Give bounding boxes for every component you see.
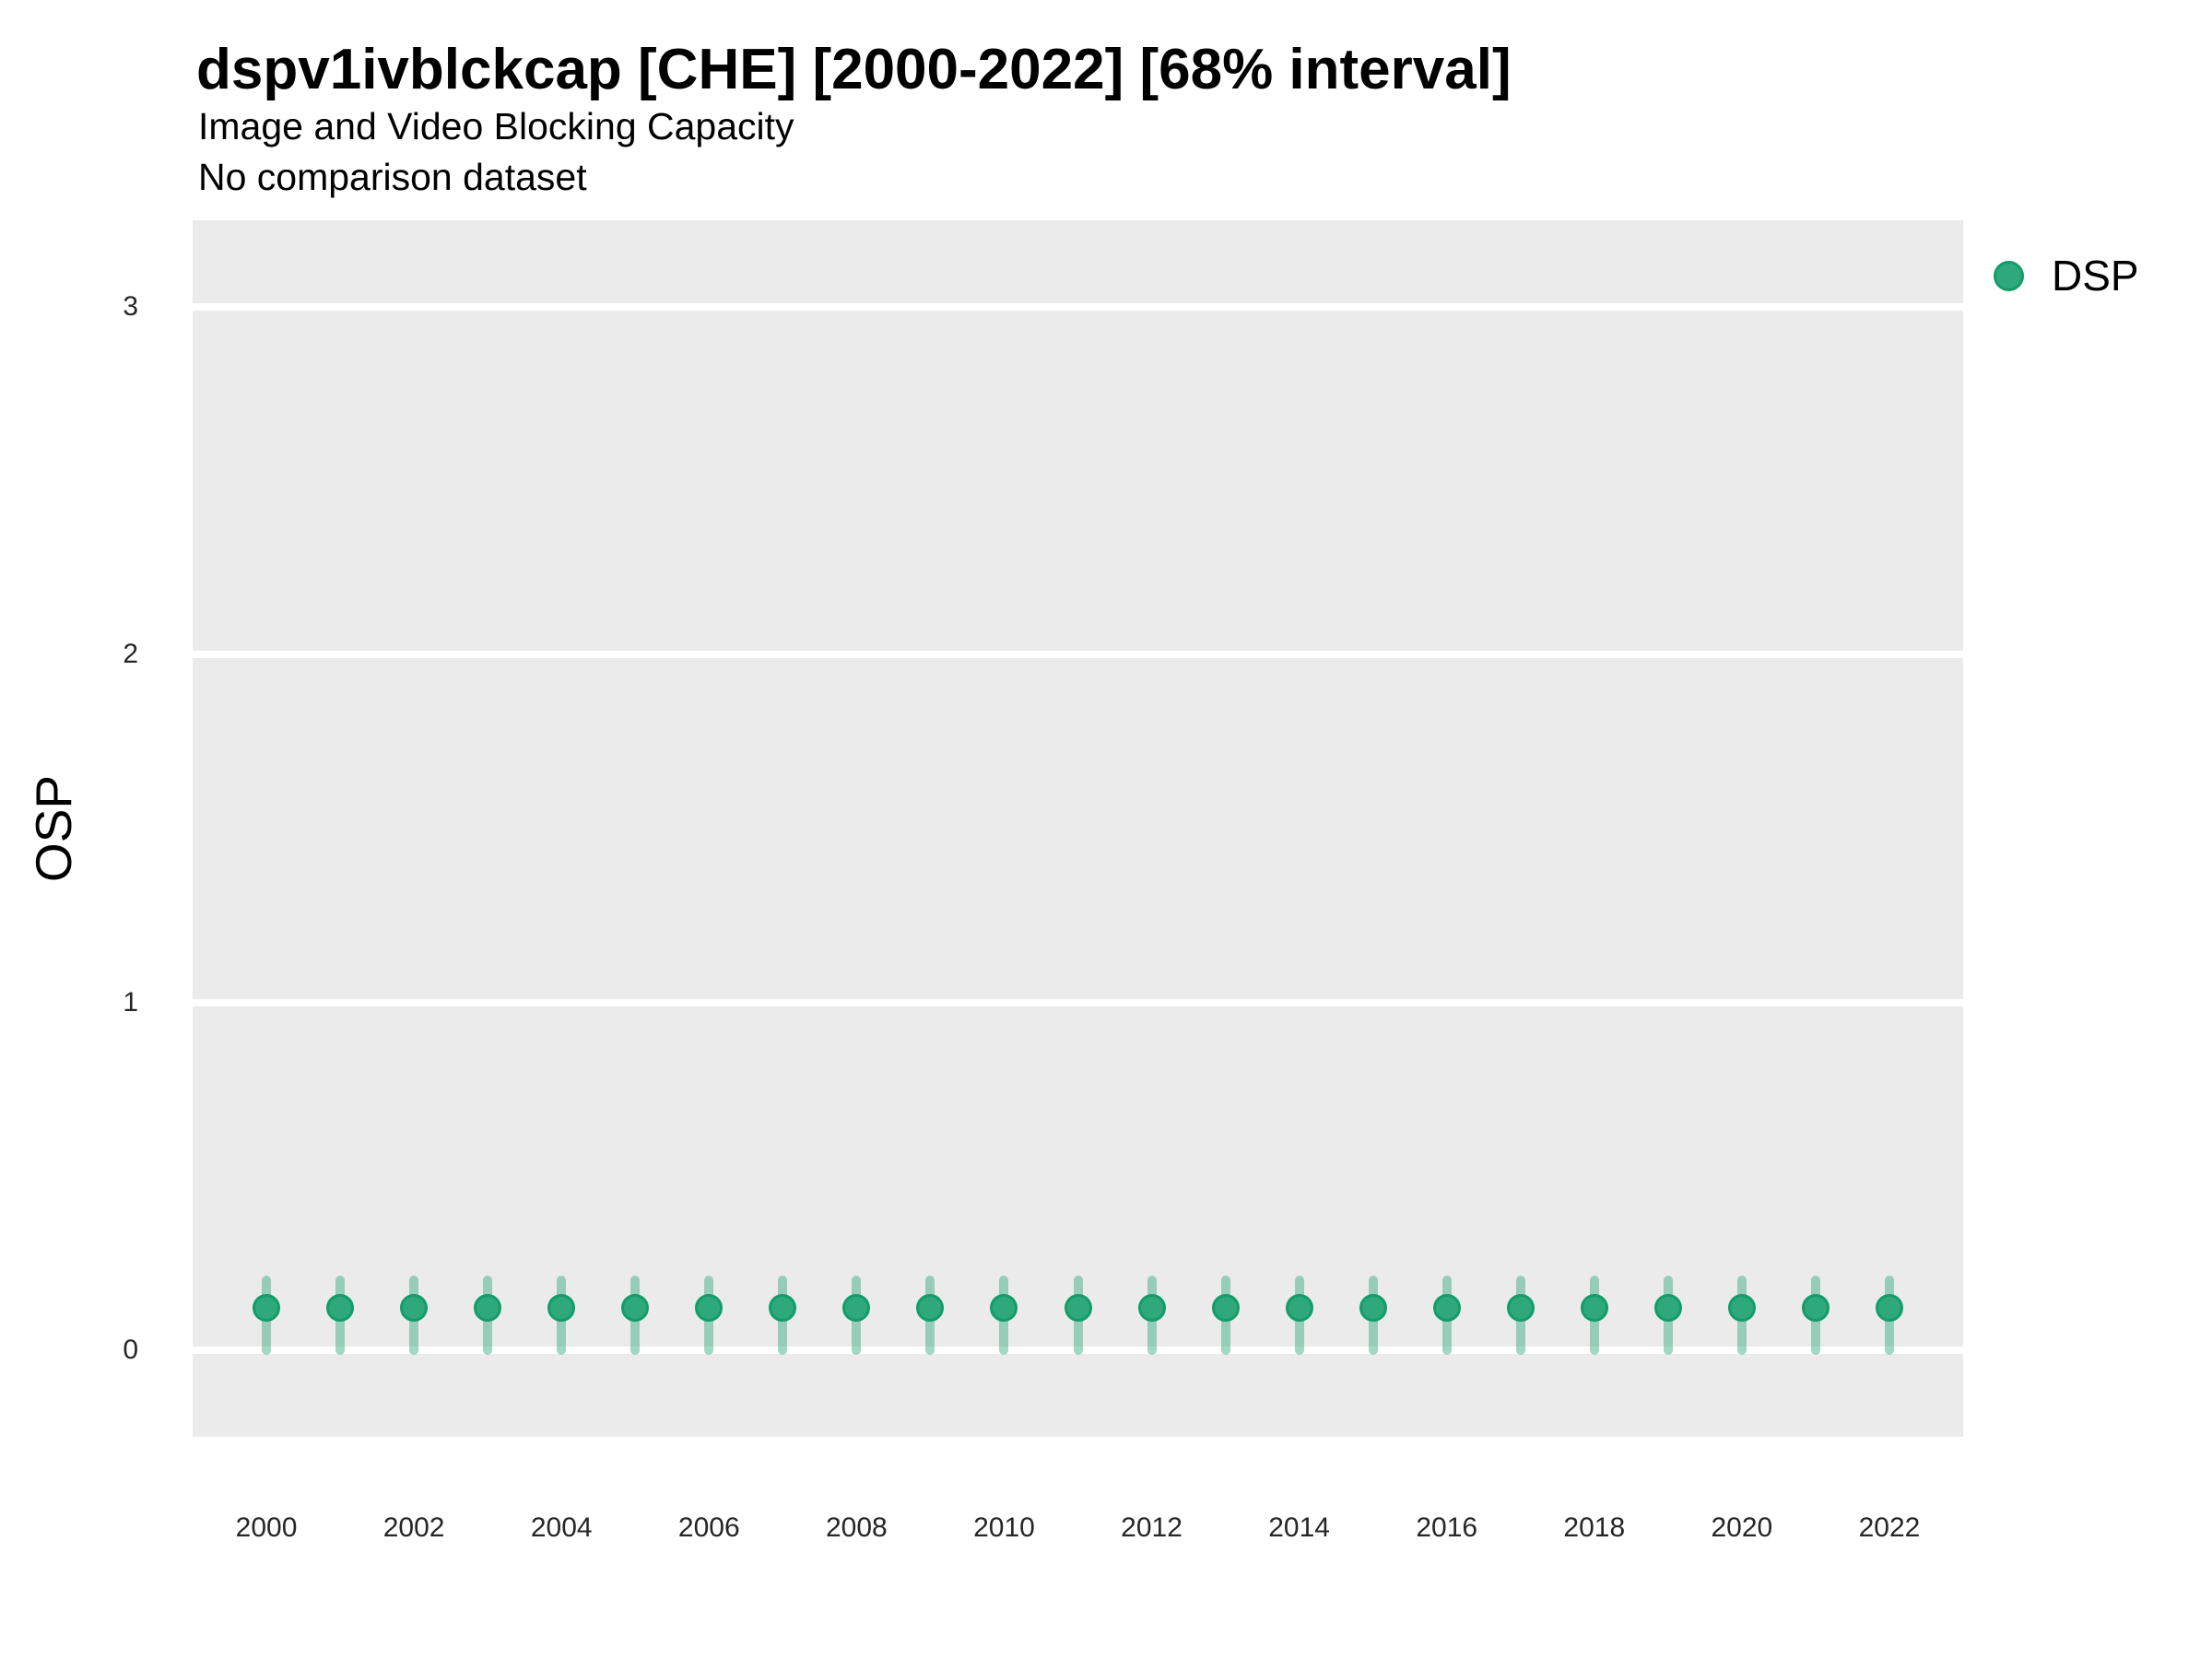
- y-tick-label-0: 0: [123, 1334, 138, 1365]
- y-tick-label-2: 2: [123, 639, 138, 670]
- point-2000: [253, 1294, 281, 1323]
- plot-panel: [193, 220, 1963, 1437]
- x-tick-label-2010: 2010: [973, 1512, 1035, 1543]
- point-2007: [769, 1294, 797, 1323]
- point-2014: [1285, 1294, 1313, 1323]
- comparison-note: No comparison dataset: [198, 156, 587, 198]
- x-tick-label-2006: 2006: [677, 1512, 740, 1543]
- point-2021: [1801, 1294, 1830, 1323]
- point-2018: [1580, 1294, 1608, 1323]
- x-tick-label-2012: 2012: [1121, 1512, 1182, 1543]
- point-2009: [916, 1294, 945, 1323]
- point-2011: [1064, 1294, 1092, 1323]
- x-tick-label-2016: 2016: [1416, 1512, 1478, 1543]
- point-2020: [1727, 1294, 1756, 1323]
- chart-title: dspv1ivblckcap [CHE] [2000-2022] [68% in…: [196, 38, 1512, 101]
- point-2006: [695, 1294, 724, 1323]
- legend-label: DSP: [2052, 252, 2139, 300]
- legend: DSP: [1994, 252, 2139, 300]
- point-2001: [326, 1294, 355, 1323]
- point-2022: [1875, 1294, 1903, 1323]
- point-2015: [1359, 1294, 1387, 1323]
- point-2017: [1506, 1294, 1535, 1323]
- point-2003: [474, 1294, 502, 1323]
- gridline-y-2: [193, 651, 1963, 659]
- point-2012: [1137, 1294, 1166, 1323]
- chart-subtitle: Image and Video Blocking Capacity: [198, 105, 794, 147]
- gridline-y-0: [193, 1346, 1963, 1354]
- point-2019: [1653, 1294, 1682, 1323]
- x-tick-label-2000: 2000: [235, 1512, 298, 1543]
- point-2004: [547, 1294, 576, 1323]
- gridline-y-3: [193, 303, 1963, 312]
- y-tick-label-1: 1: [123, 986, 138, 1018]
- x-tick-label-2022: 2022: [1858, 1512, 1921, 1543]
- gridline-y-1: [193, 998, 1963, 1006]
- x-tick-label-2018: 2018: [1563, 1512, 1626, 1543]
- legend-point-swatch: [1994, 260, 2024, 291]
- point-2002: [400, 1294, 429, 1323]
- x-tick-label-2020: 2020: [1711, 1512, 1773, 1543]
- y-axis-title: OSP: [25, 774, 82, 883]
- point-2016: [1432, 1294, 1461, 1323]
- point-2005: [621, 1294, 650, 1323]
- x-tick-label-2008: 2008: [826, 1512, 888, 1543]
- point-2010: [990, 1294, 1018, 1323]
- x-tick-label-2002: 2002: [382, 1512, 445, 1543]
- y-tick-label-3: 3: [123, 291, 138, 323]
- point-2013: [1211, 1294, 1240, 1323]
- x-tick-label-2014: 2014: [1268, 1512, 1330, 1543]
- point-2008: [842, 1294, 871, 1323]
- x-tick-label-2004: 2004: [530, 1512, 593, 1543]
